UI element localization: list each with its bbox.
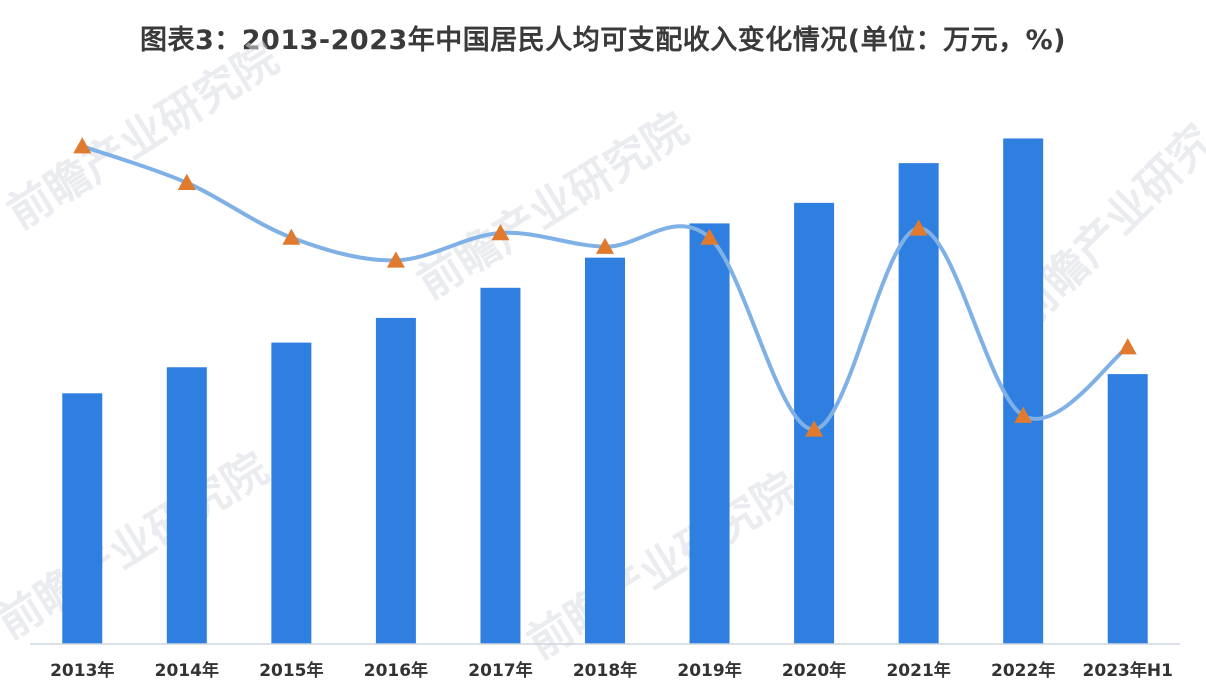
x-tick-label: 2022年 — [991, 660, 1055, 681]
x-tick-label: 2023年H1 — [1083, 660, 1173, 681]
svg-text:前瞻产业研究院: 前瞻产业研究院 — [0, 443, 277, 649]
x-tick-label: 2017年 — [468, 660, 532, 681]
bar-6 — [689, 223, 730, 644]
bar-10 — [1107, 374, 1148, 644]
rate-marker-8 — [909, 219, 928, 236]
chart-title: 图表3：2013-2023年中国居民人均可支配收入变化情况(单位：万元，%) — [139, 25, 1067, 56]
x-tick-label: 2014年 — [155, 660, 219, 681]
x-tick-label: 2013年 — [50, 660, 114, 681]
rate-marker-7 — [805, 420, 824, 437]
rate-marker-5 — [596, 237, 614, 254]
rate-marker-10 — [1118, 338, 1137, 355]
x-tick-label: 2021年 — [886, 660, 950, 681]
rate-marker-2 — [282, 228, 301, 245]
bar-2 — [271, 342, 312, 644]
bar-series — [62, 138, 1148, 645]
rate-marker-3 — [386, 251, 405, 268]
growth-rate-markers — [73, 137, 1137, 437]
bar-8 — [898, 163, 939, 644]
bar-9 — [1003, 138, 1044, 644]
bar-4 — [480, 287, 521, 644]
x-tick-label: 2019年 — [677, 660, 741, 681]
x-tick-label: 2018年 — [573, 660, 637, 681]
rate-marker-1 — [177, 173, 196, 190]
svg-text:前瞻产业研究院: 前瞻产业研究院 — [409, 103, 697, 309]
svg-text:前瞻产业研究院: 前瞻产业研究院 — [0, 33, 287, 239]
rate-marker-6 — [700, 228, 719, 245]
x-tick-label: 2015年 — [259, 660, 323, 681]
rate-marker-4 — [491, 224, 510, 241]
x-axis-tick-labels: 2013年 2014年 2015年 2016年 2017年 2018年 2019年 2020年… — [50, 660, 1173, 681]
bar-1 — [166, 367, 207, 644]
x-tick-label: 2016年 — [364, 660, 428, 681]
bar-3 — [375, 317, 416, 644]
svg-text:前瞻产业研究院: 前瞻产业研究院 — [519, 463, 807, 669]
bar-0 — [62, 393, 103, 644]
bar-5 — [585, 257, 625, 644]
rate-marker-0 — [73, 137, 92, 154]
x-tick-label: 2020年 — [782, 660, 846, 681]
rate-marker-9 — [1014, 406, 1033, 423]
